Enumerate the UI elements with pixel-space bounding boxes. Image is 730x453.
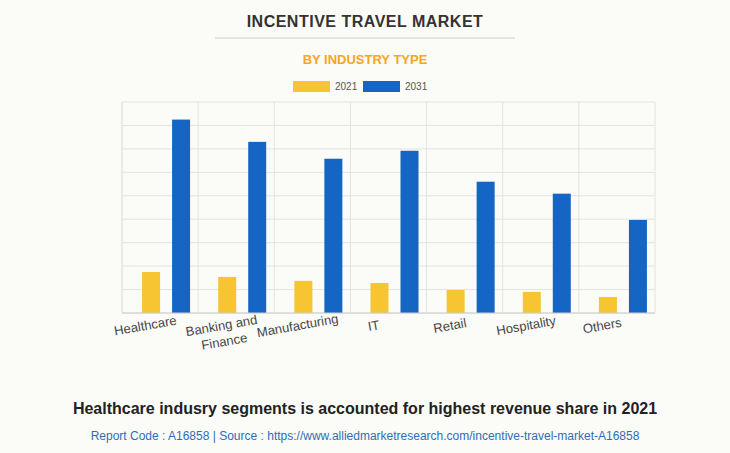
category-label-line: IT [367, 317, 381, 334]
bar [324, 159, 342, 313]
bar [294, 281, 312, 313]
category-label-line: Healthcare [113, 313, 178, 339]
band-line [350, 102, 351, 313]
grid-line [122, 195, 655, 196]
category-label: Others [582, 315, 624, 337]
chart: INCENTIVE TRAVEL MARKET BY INDUSTRY TYPE 2… [0, 0, 730, 453]
category-label-line: Retail [432, 315, 467, 336]
bar [553, 194, 571, 313]
bar [523, 292, 541, 313]
grid-line [122, 148, 655, 149]
legend-item: 2031 [363, 81, 428, 92]
y-axis [122, 102, 123, 313]
band-line [274, 102, 275, 313]
band-line [502, 102, 503, 313]
bar [218, 277, 236, 313]
bars [142, 120, 647, 313]
band-line [578, 102, 579, 313]
category-label: Healthcare [113, 313, 178, 339]
grid-line [122, 102, 655, 103]
bar [248, 142, 266, 313]
bar [629, 220, 647, 313]
grid-line [122, 219, 655, 220]
bar [447, 290, 465, 313]
x-axis [122, 313, 655, 314]
bar [172, 120, 190, 313]
caption: Healthcare indusry segments is accounted… [73, 400, 657, 417]
legend-swatch [363, 81, 400, 92]
legend-swatch [293, 81, 330, 92]
bar [142, 272, 160, 313]
category-label: IT [367, 317, 381, 334]
category-label: Banking andFinance [185, 312, 262, 355]
bar [401, 151, 419, 313]
category-label: Retail [432, 315, 467, 336]
bar [599, 297, 617, 313]
category-label-line: Others [582, 315, 624, 337]
category-label-line: Hospitality [495, 313, 557, 338]
grid-line [122, 172, 655, 173]
grid-line [122, 242, 655, 243]
legend-item: 2021 [293, 81, 358, 92]
band-line [655, 102, 656, 313]
band-line [198, 102, 199, 313]
category-label-line: Finance [200, 330, 248, 353]
title-rule [215, 38, 515, 39]
grid-line [122, 266, 655, 267]
title: INCENTIVE TRAVEL MARKET [247, 13, 484, 30]
band-line [122, 102, 123, 313]
bar [477, 182, 495, 313]
category-label-line: Manufacturing [256, 311, 340, 340]
subtitle: BY INDUSTRY TYPE [303, 52, 428, 67]
band-line [426, 102, 427, 313]
category-label: Manufacturing [256, 311, 340, 340]
legend-label: 2031 [405, 81, 428, 92]
grid-line [122, 125, 655, 126]
source: Report Code : A16858 | Source : https://… [91, 429, 640, 443]
bar [371, 283, 389, 313]
category-label: Hospitality [495, 313, 557, 338]
legend-label: 2021 [335, 81, 358, 92]
grid-line [122, 313, 655, 314]
